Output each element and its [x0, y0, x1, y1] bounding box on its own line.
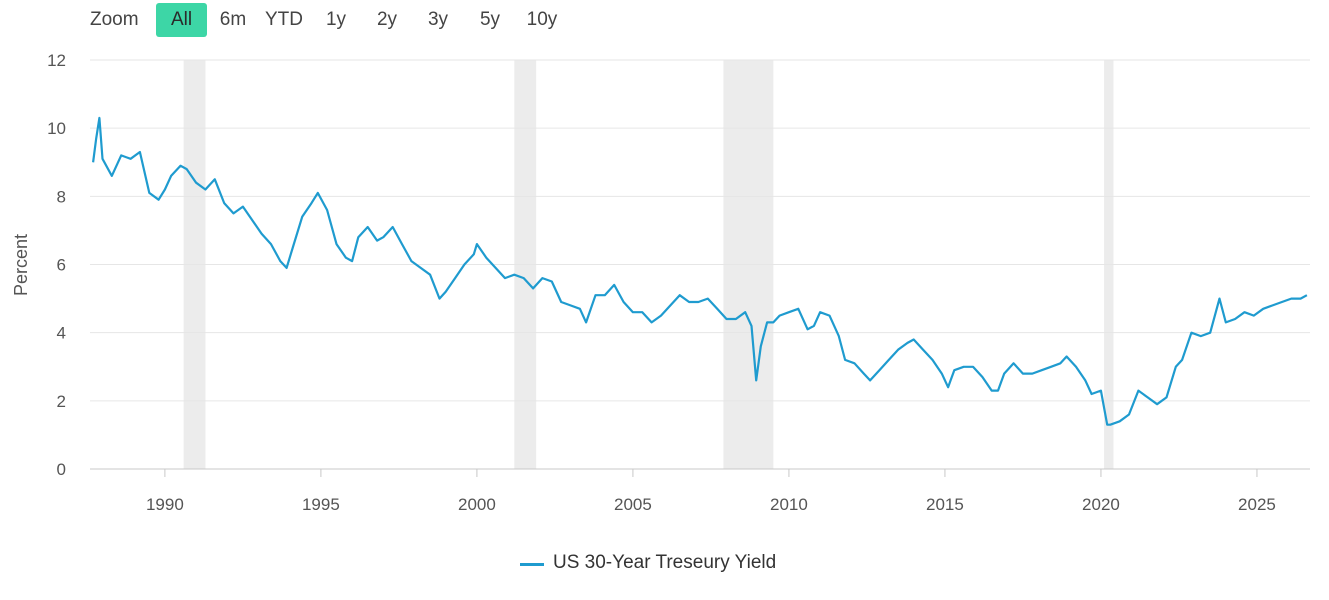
y-tick-label: 6 [57, 256, 66, 275]
y-tick-label: 12 [47, 51, 66, 70]
zoom-ytd-button[interactable]: YTD [265, 9, 303, 30]
zoom-label: Zoom [90, 9, 139, 30]
zoom-10y-button[interactable]: 10y [526, 9, 558, 30]
y-tick-label: 4 [57, 324, 66, 343]
x-tick-label: 1995 [302, 495, 340, 514]
y-tick-label: 10 [47, 119, 66, 138]
legend-series-label: US 30-Year Treseury Yield [553, 552, 777, 573]
y-tick-label: 0 [57, 460, 66, 479]
y-tick-label: 2 [57, 392, 66, 411]
legend-swatch [520, 563, 544, 566]
zoom-all-button[interactable]: All [156, 3, 207, 37]
y-tick-label: 8 [57, 187, 66, 206]
x-axis-ticks: 1990 1995 2000 2005 2010 2015 2020 2025 [146, 469, 1276, 514]
zoom-1y-button[interactable]: 1y [325, 9, 347, 30]
series-layer[interactable] [92, 116, 1308, 426]
x-tick-label: 2000 [458, 495, 496, 514]
x-tick-label: 2010 [770, 495, 808, 514]
x-tick-label: 2025 [1238, 495, 1276, 514]
x-tick-label: 2005 [614, 495, 652, 514]
x-tick-label: 2015 [926, 495, 964, 514]
x-tick-label: 2020 [1082, 495, 1120, 514]
y-axis-ticks: 0 2 4 6 8 10 12 [47, 51, 66, 479]
gridlines [90, 59, 1310, 470]
zoom-5y-button[interactable]: 5y [479, 9, 501, 30]
zoom-3y-button[interactable]: 3y [427, 9, 449, 30]
x-tick-label: 1990 [146, 495, 184, 514]
y-axis-label: Percent [11, 234, 31, 296]
zoom-bar: Zoom All 6m YTD 1y 2y 3y 5y 10y [0, 0, 700, 40]
zoom-2y-button[interactable]: 2y [376, 9, 398, 30]
zoom-6m-button[interactable]: 6m [219, 9, 247, 30]
series-line-0[interactable] [92, 116, 1308, 426]
